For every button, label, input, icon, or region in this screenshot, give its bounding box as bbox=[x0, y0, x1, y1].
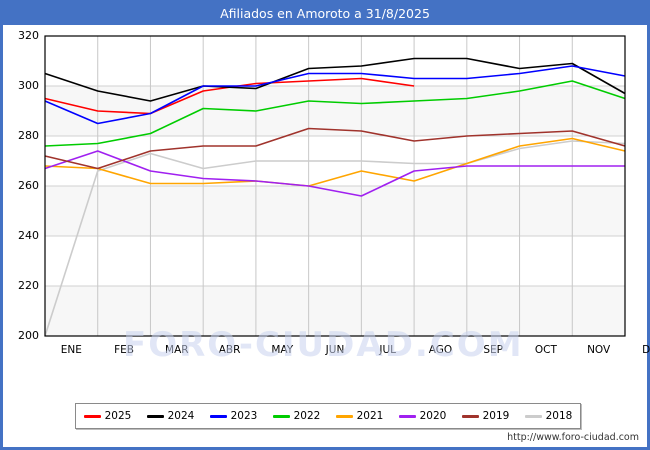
legend-swatch-icon bbox=[461, 414, 479, 418]
x-axis-tick-label: JUL bbox=[379, 344, 397, 356]
series-layer bbox=[44, 57, 626, 337]
grid-band bbox=[45, 286, 625, 336]
y-axis-tick-label: 280 bbox=[18, 129, 39, 142]
legend-swatch-icon bbox=[335, 414, 353, 418]
x-axis-tick-label: DIC bbox=[642, 344, 650, 356]
x-axis-tick-label: JUN bbox=[325, 344, 345, 356]
series-line-2023 bbox=[44, 65, 626, 125]
legend-label: 2021 bbox=[356, 410, 384, 422]
series-line-2020 bbox=[44, 150, 625, 197]
y-axis-tick-label: 320 bbox=[18, 29, 39, 42]
legend-swatch-icon bbox=[524, 414, 542, 418]
legend-item-2023[interactable]: 2023 bbox=[209, 410, 258, 422]
legend-item-2018[interactable]: 2018 bbox=[524, 410, 573, 422]
legend-item-2021[interactable]: 2021 bbox=[335, 410, 384, 422]
y-axis-tick-label: 200 bbox=[18, 329, 39, 342]
grid-band bbox=[45, 186, 625, 236]
y-axis-tick-label: 260 bbox=[18, 179, 39, 192]
grid-band bbox=[45, 86, 625, 136]
x-axis-tick-label: MAY bbox=[271, 344, 294, 356]
x-axis-tick-label: NOV bbox=[587, 344, 611, 356]
legend-label: 2019 bbox=[482, 410, 510, 422]
plot-border bbox=[44, 35, 626, 337]
window-title: Afiliados en Amoroto a 31/8/2025 bbox=[3, 3, 647, 25]
series-line-2024 bbox=[44, 57, 626, 102]
legend-label: 2023 bbox=[230, 410, 258, 422]
legend-swatch-icon bbox=[146, 414, 164, 418]
footer-url: http://www.foro-ciudad.com bbox=[507, 432, 639, 443]
y-axis-tick-label: 220 bbox=[18, 279, 39, 292]
legend-label: 2025 bbox=[104, 410, 132, 422]
series-line-2019 bbox=[44, 127, 626, 170]
x-axis-tick-label: SEP bbox=[483, 344, 503, 356]
x-axis-tick-label: ENE bbox=[60, 344, 82, 356]
y-axis-tick-label: 300 bbox=[18, 79, 39, 92]
legend-item-2019[interactable]: 2019 bbox=[461, 410, 510, 422]
x-axis-tick-label: AGO bbox=[428, 344, 453, 356]
series-line-2018 bbox=[44, 140, 626, 337]
legend-label: 2018 bbox=[545, 410, 573, 422]
y-axis-tick-label: 240 bbox=[18, 229, 39, 242]
chart-legend: 2025 2024 2023 2022 2021 2020 2019 2018 bbox=[75, 403, 581, 429]
x-axis-tick-label: OCT bbox=[534, 344, 557, 356]
chart-area: 200 220 240 260 280 300 320 ENE FEB MAR ABR MAY JUN… bbox=[3, 25, 650, 447]
series-line-2021 bbox=[44, 137, 626, 187]
series-line-2022 bbox=[44, 80, 626, 147]
legend-label: 2024 bbox=[167, 410, 195, 422]
legend-swatch-icon bbox=[83, 414, 101, 418]
x-axis-tick-label: FEB bbox=[114, 344, 135, 356]
x-axis-tick-label: MAR bbox=[165, 344, 189, 356]
legend-swatch-icon bbox=[398, 414, 416, 418]
gridlines bbox=[44, 35, 626, 337]
legend-item-2022[interactable]: 2022 bbox=[272, 410, 321, 422]
legend-label: 2020 bbox=[419, 410, 447, 422]
legend-label: 2022 bbox=[293, 410, 321, 422]
legend-swatch-icon bbox=[272, 414, 290, 418]
legend-item-2025[interactable]: 2025 bbox=[83, 410, 132, 422]
x-axis-tick-label: ABR bbox=[218, 344, 241, 356]
line-chart-svg bbox=[44, 35, 626, 337]
legend-item-2020[interactable]: 2020 bbox=[398, 410, 447, 422]
legend-swatch-icon bbox=[209, 414, 227, 418]
legend-item-2024[interactable]: 2024 bbox=[146, 410, 195, 422]
